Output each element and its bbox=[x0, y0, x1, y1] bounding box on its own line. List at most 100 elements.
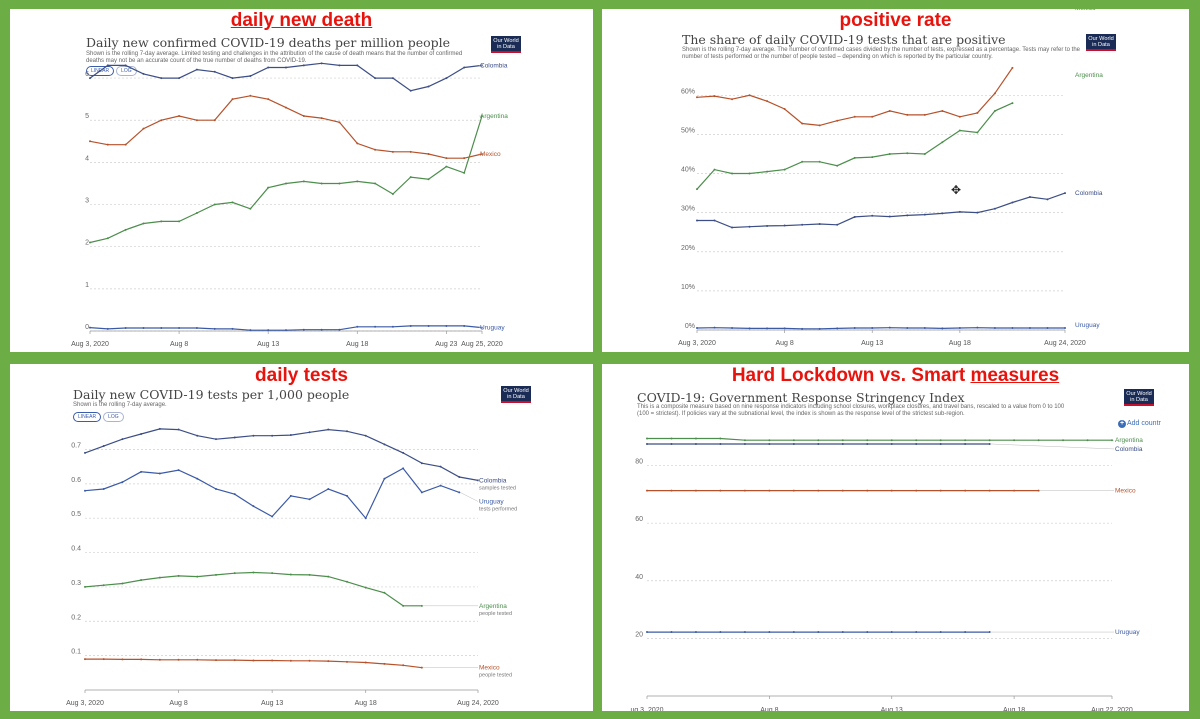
data-point bbox=[993, 92, 996, 95]
x-tick-label: ug 3, 2020 bbox=[630, 707, 663, 711]
data-point bbox=[783, 224, 786, 227]
series-line-argentina[interactable] bbox=[647, 437, 1112, 441]
data-point bbox=[267, 66, 270, 69]
scale-toggle[interactable]: LINEAR LOG bbox=[73, 412, 124, 422]
series-line-uruguay[interactable] bbox=[696, 327, 1065, 330]
data-point bbox=[801, 327, 804, 330]
series-label: Argentina bbox=[479, 603, 507, 610]
series-label: Colombia bbox=[480, 62, 508, 69]
data-point bbox=[160, 119, 163, 122]
data-point bbox=[420, 604, 423, 607]
series-line-argentina[interactable] bbox=[84, 571, 422, 607]
series-line-colombia[interactable] bbox=[84, 428, 479, 481]
data-point bbox=[252, 571, 255, 574]
x-tick-label: Aug 23 bbox=[435, 341, 457, 348]
data-point bbox=[463, 157, 466, 160]
data-point bbox=[178, 77, 181, 80]
data-point bbox=[158, 576, 161, 579]
data-point bbox=[906, 327, 909, 330]
data-point bbox=[964, 439, 967, 442]
data-point bbox=[670, 631, 673, 634]
data-point bbox=[320, 117, 323, 120]
data-point bbox=[817, 489, 820, 492]
data-point bbox=[915, 442, 918, 445]
data-point bbox=[939, 439, 942, 442]
data-point bbox=[841, 439, 844, 442]
chart-title: Daily new COVID-19 tests per 1,000 peopl… bbox=[73, 387, 350, 402]
x-tick-label: Aug 8 bbox=[169, 700, 187, 707]
data-point bbox=[743, 439, 746, 442]
data-point bbox=[271, 572, 274, 575]
data-point bbox=[409, 89, 412, 92]
x-tick-label: Aug 3, 2020 bbox=[678, 340, 716, 347]
data-point bbox=[271, 434, 274, 437]
plus-icon: + bbox=[1118, 420, 1126, 428]
data-point bbox=[993, 327, 996, 330]
data-point bbox=[121, 438, 124, 441]
data-point bbox=[743, 442, 746, 445]
data-point bbox=[696, 327, 698, 330]
data-point bbox=[801, 160, 804, 163]
x-tick-label: Aug 8 bbox=[775, 340, 793, 347]
data-point bbox=[121, 582, 124, 585]
data-point bbox=[289, 659, 292, 662]
data-point bbox=[871, 214, 874, 217]
data-point bbox=[818, 124, 821, 127]
data-point bbox=[383, 662, 386, 665]
data-point bbox=[391, 150, 394, 153]
series-line-argentina[interactable] bbox=[89, 115, 483, 244]
data-point bbox=[818, 160, 821, 163]
series-line-uruguay[interactable] bbox=[84, 467, 460, 520]
data-point bbox=[1037, 489, 1040, 492]
log-toggle[interactable]: LOG bbox=[103, 412, 124, 422]
x-tick-label: Aug 18 bbox=[355, 700, 377, 707]
data-point bbox=[670, 437, 673, 440]
series-line-colombia[interactable] bbox=[697, 192, 1066, 229]
data-point bbox=[356, 180, 359, 183]
series-line-mexico[interactable] bbox=[89, 95, 483, 159]
owid-logo: Our World in Data bbox=[491, 36, 521, 53]
series-label: Colombia bbox=[1115, 446, 1143, 453]
data-point bbox=[196, 658, 199, 661]
data-point bbox=[915, 439, 918, 442]
data-point bbox=[249, 329, 252, 332]
series-label: Argentina bbox=[1115, 437, 1143, 444]
data-point bbox=[267, 98, 270, 101]
data-point bbox=[308, 431, 311, 434]
y-tick-label: 6 bbox=[85, 71, 89, 78]
data-point bbox=[888, 152, 891, 155]
data-point bbox=[719, 631, 722, 634]
panel-heading: positive rate bbox=[839, 10, 952, 31]
data-point bbox=[964, 442, 967, 445]
data-point bbox=[121, 658, 124, 661]
data-point bbox=[988, 442, 991, 445]
data-point bbox=[231, 201, 234, 204]
y-tick-label: 0 bbox=[85, 324, 89, 331]
data-point bbox=[783, 107, 786, 110]
chart-panel-deaths: daily new death Daily new confirmed COVI… bbox=[10, 9, 593, 352]
y-tick-label: 40 bbox=[635, 574, 643, 581]
data-point bbox=[391, 193, 394, 195]
series-label: Uruguay bbox=[479, 498, 504, 505]
data-point bbox=[142, 127, 145, 130]
chart-svg: 0 1 2 3 4 5 6 Aug 3, 2020 Aug 8 Aug 13 Aug 18 Aug 2… bbox=[71, 62, 508, 348]
chart-subtitle: Shown is the rolling 7-day average. Limi… bbox=[86, 51, 463, 65]
move-cursor-icon: ✥ bbox=[951, 183, 962, 197]
y-tick-label: 40% bbox=[681, 167, 695, 174]
x-tick-label: Aug 24, 2020 bbox=[1044, 340, 1086, 347]
data-point bbox=[841, 489, 844, 492]
data-point bbox=[923, 113, 926, 116]
add-country-button[interactable]: + Add countr bbox=[1118, 420, 1161, 428]
data-point bbox=[140, 579, 143, 582]
data-point bbox=[271, 659, 274, 662]
panel-heading: Hard Lockdown vs. Smart measures bbox=[731, 365, 1060, 386]
y-tick-label: 50% bbox=[681, 127, 695, 134]
data-point bbox=[696, 96, 698, 99]
y-tick-label: 0.5 bbox=[71, 511, 81, 518]
data-point bbox=[993, 109, 996, 112]
linear-toggle[interactable]: LINEAR bbox=[73, 412, 102, 422]
data-point bbox=[941, 327, 944, 330]
data-point bbox=[177, 469, 180, 472]
data-point bbox=[939, 631, 942, 634]
data-point bbox=[766, 100, 769, 103]
